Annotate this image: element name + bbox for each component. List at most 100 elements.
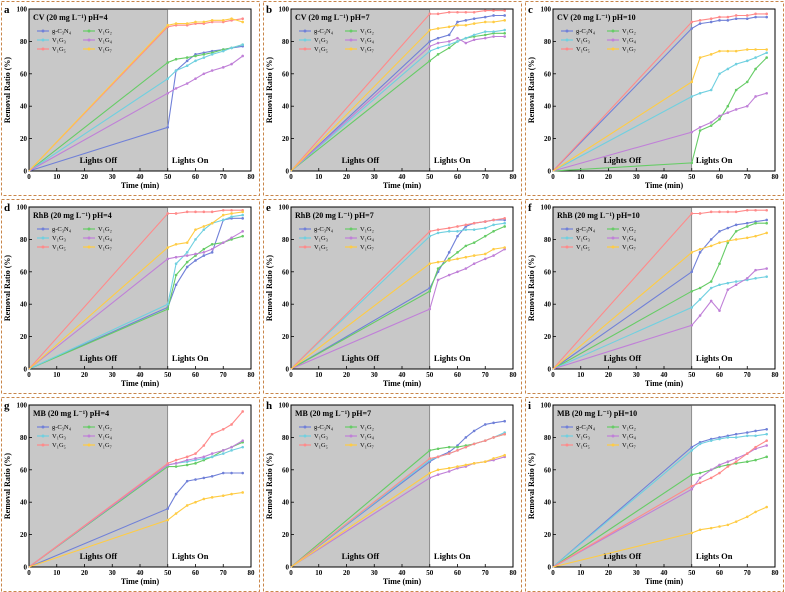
data-point [464, 36, 468, 40]
data-point [221, 66, 225, 69]
x-tick-label: 10 [577, 173, 585, 181]
data-point [745, 208, 749, 212]
data-point [690, 487, 694, 491]
data-point [726, 49, 730, 53]
x-tick-label: 20 [343, 569, 351, 577]
data-point [202, 225, 206, 228]
data-point [726, 460, 730, 463]
dark-region [29, 207, 168, 369]
x-axis-title: Time (min) [645, 379, 684, 388]
legend-entry: g-C₃N₄ [52, 226, 72, 233]
data-point [436, 228, 440, 231]
legend-marker [87, 47, 91, 51]
y-tick-label: 60 [544, 268, 552, 276]
legend-entry: V₁G₅ [576, 244, 590, 251]
y-tick-label: 20 [282, 135, 290, 143]
data-point [447, 470, 451, 473]
data-point [718, 19, 721, 22]
data-point [718, 72, 721, 76]
data-point [241, 234, 244, 238]
y-tick-label: 80 [20, 38, 28, 46]
x-tick-label: 40 [661, 371, 669, 379]
data-point [709, 476, 713, 480]
y-tick-label: 80 [282, 434, 290, 442]
data-point [745, 80, 749, 84]
data-point [690, 289, 694, 293]
data-point [174, 462, 178, 465]
data-point [718, 15, 721, 19]
x-tick-label: 40 [661, 173, 669, 181]
y-axis-title: Removal Ratio (%) [265, 57, 274, 124]
data-point [503, 14, 506, 17]
series-line [28, 491, 243, 568]
x-tick-label: 60 [192, 371, 200, 379]
series-line [290, 225, 505, 370]
x-tick-label: 20 [343, 371, 351, 379]
legend-entry: V₁G₂ [98, 226, 112, 233]
panel-title: RhB (20 mg L⁻¹) pH=7 [295, 211, 374, 220]
legend-marker [565, 47, 569, 51]
chart-panel-d: 0 20 40 60 80 100 0 10 20 30 40 50 60 70 80 Time (min) R… [1, 199, 260, 394]
legend-marker [87, 425, 91, 429]
x-tick-label: 20 [605, 371, 613, 379]
legend-entry: V₁G₇ [360, 442, 374, 449]
data-point [709, 210, 713, 214]
legend-marker [611, 236, 615, 240]
legend-marker [349, 443, 353, 447]
data-point [690, 270, 694, 274]
legend-marker [303, 47, 307, 51]
x-axis-title: Time (min) [383, 577, 422, 586]
data-point [202, 210, 206, 214]
data-point [221, 208, 225, 212]
data-point [754, 56, 757, 59]
data-point [447, 25, 451, 29]
data-point [194, 59, 197, 63]
data-point [492, 9, 495, 12]
data-point [185, 56, 189, 59]
data-point [447, 226, 451, 230]
data-point [483, 220, 487, 223]
legend-entry: V₁G₄ [622, 235, 637, 242]
data-point [698, 56, 702, 59]
data-point [698, 22, 702, 25]
data-point [230, 445, 233, 449]
data-point [210, 496, 214, 499]
data-point [690, 484, 694, 488]
legend-marker [565, 425, 569, 429]
data-point [709, 526, 713, 530]
data-point [745, 104, 749, 108]
legend-entry: V₁G₇ [622, 244, 636, 251]
data-point [726, 288, 730, 291]
series-line [28, 472, 243, 568]
legend-entry: V₁G₃ [576, 433, 590, 440]
data-point [483, 460, 487, 463]
data-point [503, 221, 506, 225]
x-tick-label: 60 [454, 569, 462, 577]
data-point [718, 525, 721, 528]
data-point [709, 20, 713, 24]
data-point [698, 314, 702, 317]
data-point [503, 19, 506, 22]
data-point [428, 49, 432, 53]
data-point [472, 429, 476, 433]
data-point [690, 306, 694, 309]
data-point [503, 32, 506, 35]
data-point [174, 512, 178, 515]
data-point [690, 449, 694, 452]
panel-title: MB (20 mg L⁻¹) pH=7 [295, 409, 371, 418]
data-point [754, 221, 757, 225]
x-tick-label: 30 [109, 371, 117, 379]
legend-marker [41, 443, 45, 447]
data-point [709, 244, 713, 248]
y-tick-label: 40 [20, 499, 28, 507]
x-tick-label: 70 [220, 173, 228, 181]
data-point [754, 234, 757, 238]
y-tick-label: 40 [282, 499, 290, 507]
data-point [202, 254, 206, 257]
data-point [241, 217, 244, 220]
x-tick-label: 10 [577, 371, 585, 379]
legend-entry: V₁G₃ [52, 37, 66, 44]
legend-marker [303, 227, 307, 231]
data-point [202, 444, 206, 447]
